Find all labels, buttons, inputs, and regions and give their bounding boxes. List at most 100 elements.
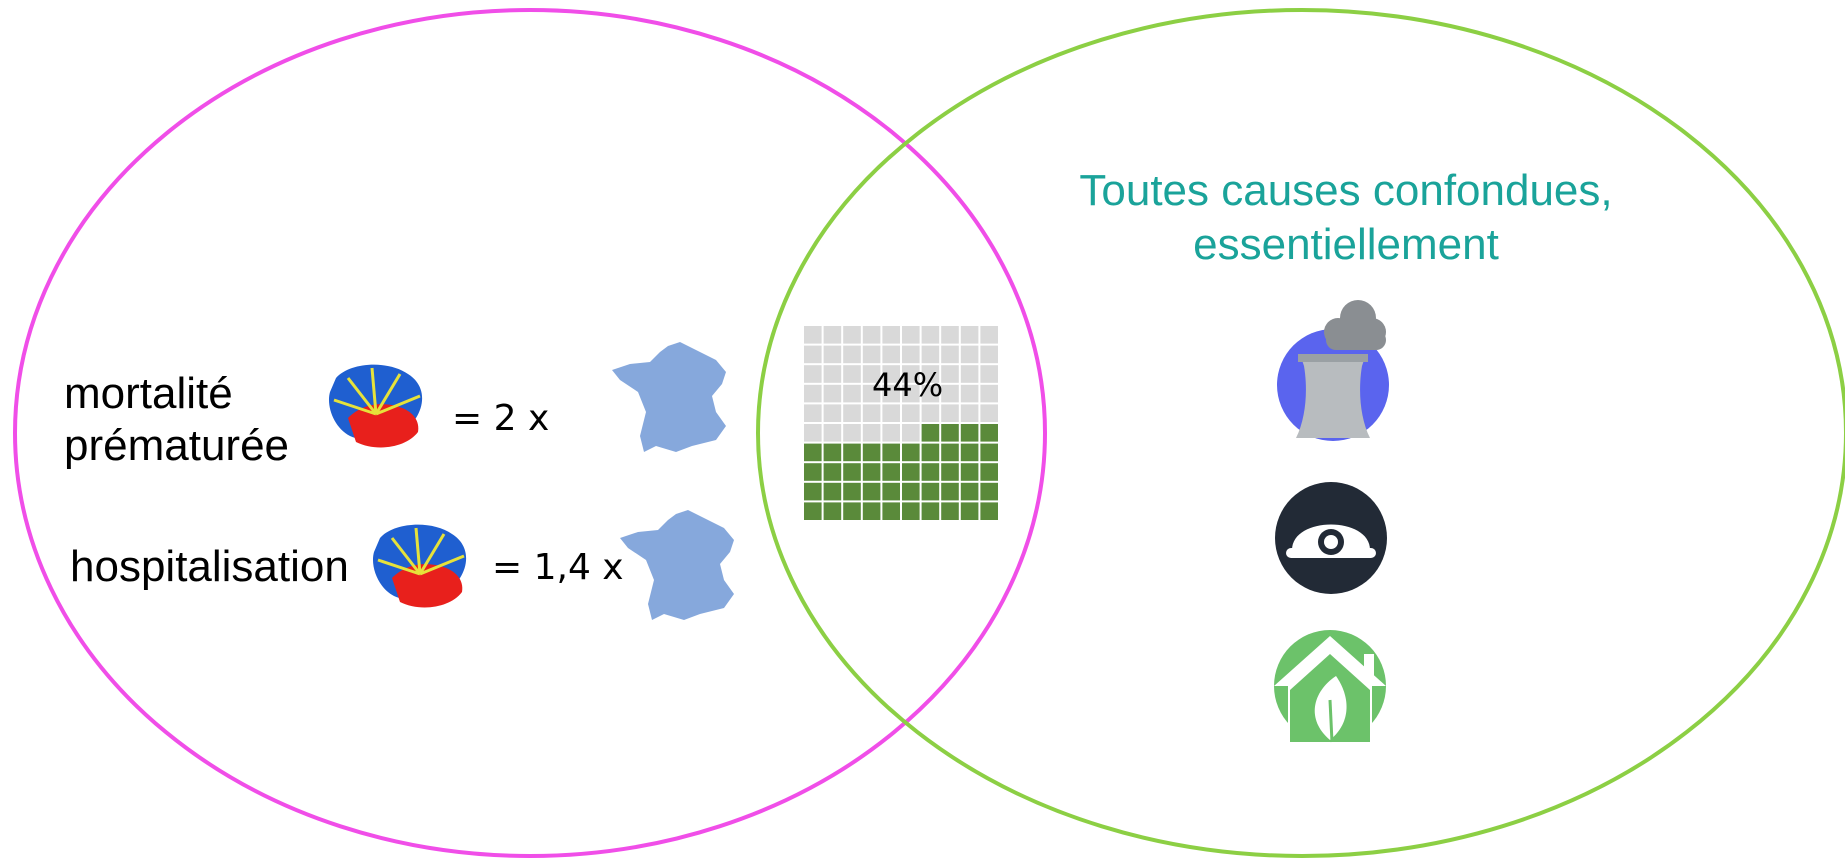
waffle-cell-filled xyxy=(941,424,959,442)
waffle-cell-filled xyxy=(921,424,940,442)
waffle-cell-empty xyxy=(960,404,979,422)
waffle-cell-filled xyxy=(823,443,842,462)
waffle-cell-empty xyxy=(902,384,920,403)
waffle-chart xyxy=(803,325,1001,523)
waffle-cell-empty xyxy=(941,326,959,344)
waffle-cell-filled xyxy=(960,443,979,462)
waffle-cell-empty xyxy=(960,345,979,364)
right-circle xyxy=(756,8,1845,858)
waffle-cell-empty xyxy=(921,345,940,364)
waffle-cell-empty xyxy=(902,424,920,442)
waffle-cell-empty xyxy=(960,326,979,344)
waffle-cell-filled xyxy=(843,443,861,462)
waffle-cell-filled xyxy=(960,463,979,481)
waffle-cell-filled xyxy=(882,443,900,462)
waffle-cell-empty xyxy=(941,365,959,383)
waffle-cell-empty xyxy=(804,424,822,442)
reunion-island-icon xyxy=(328,364,423,448)
right-heading-line2: essentiellement xyxy=(1193,220,1499,269)
waffle-cell-empty xyxy=(823,424,842,442)
waffle-cell-filled xyxy=(941,463,959,481)
waffle-cell-filled xyxy=(804,463,822,481)
waffle-cell-empty xyxy=(960,384,979,403)
waffle-cell-filled xyxy=(921,443,940,462)
waffle-cell-empty xyxy=(862,365,881,383)
waffle-cell-filled xyxy=(862,463,881,481)
waffle-cell-empty xyxy=(843,326,861,344)
waffle-cell-filled xyxy=(980,443,998,462)
waffle-cell-filled xyxy=(823,463,842,481)
reunion-island-icon xyxy=(372,524,467,608)
row-label-hospitalisation: hospitalisation xyxy=(70,542,349,591)
france-map-icon xyxy=(612,342,726,452)
waffle-cell-empty xyxy=(980,345,998,364)
waffle-cell-filled xyxy=(902,482,920,501)
waffle-cell-filled xyxy=(980,424,998,442)
waffle-cell-empty xyxy=(921,384,940,403)
waffle-cell-empty xyxy=(980,326,998,344)
waffle-cell-filled xyxy=(862,482,881,501)
waffle-cell-filled xyxy=(882,482,900,501)
waffle-cell-filled xyxy=(902,463,920,481)
waffle-cell-filled xyxy=(980,463,998,481)
waffle-cell-filled xyxy=(960,424,979,442)
waffle-cell-empty xyxy=(980,365,998,383)
waffle-cell-filled xyxy=(882,502,900,520)
waffle-cell-filled xyxy=(882,463,900,481)
waffle-cell-filled xyxy=(902,502,920,520)
factory-smoke-icon xyxy=(1277,300,1389,441)
waffle-cell-empty xyxy=(882,365,900,383)
waffle-cell-empty xyxy=(902,365,920,383)
waffle-cell-empty xyxy=(862,345,881,364)
waffle-cell-empty xyxy=(882,384,900,403)
waffle-cell-empty xyxy=(921,326,940,344)
waffle-cell-filled xyxy=(843,463,861,481)
waffle-cell-filled xyxy=(960,482,979,501)
waffle-cell-empty xyxy=(823,345,842,364)
waffle-cell-empty xyxy=(823,365,842,383)
waffle-cell-empty xyxy=(843,404,861,422)
waffle-cell-filled xyxy=(823,502,842,520)
waffle-cell-empty xyxy=(804,345,822,364)
waffle-cell-empty xyxy=(843,365,861,383)
waffle-cell-filled xyxy=(941,443,959,462)
waffle-percent-label: 44% xyxy=(872,366,944,404)
green-home-leaf-icon xyxy=(1274,630,1386,744)
waffle-cell-empty xyxy=(902,404,920,422)
waffle-cell-filled xyxy=(921,482,940,501)
waffle-cell-empty xyxy=(843,384,861,403)
waffle-cell-empty xyxy=(862,384,881,403)
waffle-cell-empty xyxy=(921,365,940,383)
waffle-cell-filled xyxy=(941,482,959,501)
waffle-cell-empty xyxy=(941,345,959,364)
waffle-cell-empty xyxy=(882,404,900,422)
waffle-cell-filled xyxy=(804,443,822,462)
waffle-cell-filled xyxy=(921,502,940,520)
waffle-cell-filled xyxy=(804,502,822,520)
waffle-cell-filled xyxy=(980,502,998,520)
waffle-cell-empty xyxy=(902,345,920,364)
waffle-cell-empty xyxy=(862,424,881,442)
row-label-mortalite: mortalité prématurée xyxy=(64,369,290,470)
waffle-cell-filled xyxy=(862,502,881,520)
waffle-cell-empty xyxy=(804,384,822,403)
waffle-cell-empty xyxy=(823,404,842,422)
row-ratio-hospitalisation: = 1,4 x xyxy=(492,547,624,588)
waffle-cell-empty xyxy=(862,404,881,422)
waffle-cell-empty xyxy=(843,345,861,364)
right-heading: Toutes causes confondues, essentiellemen… xyxy=(1046,164,1646,272)
waffle-cell-empty xyxy=(804,404,822,422)
waffle-cell-empty xyxy=(804,365,822,383)
left-circle xyxy=(13,8,1047,858)
waffle-cell-filled xyxy=(862,443,881,462)
france-map-icon xyxy=(620,510,734,620)
waffle-cell-empty xyxy=(941,384,959,403)
waffle-cell-empty xyxy=(882,326,900,344)
waffle-cell-filled xyxy=(960,502,979,520)
waffle-cell-empty xyxy=(980,404,998,422)
waffle-cell-empty xyxy=(882,424,900,442)
right-heading-line1: Toutes causes confondues, xyxy=(1079,166,1613,215)
waffle-cell-empty xyxy=(843,424,861,442)
waffle-cell-filled xyxy=(980,482,998,501)
